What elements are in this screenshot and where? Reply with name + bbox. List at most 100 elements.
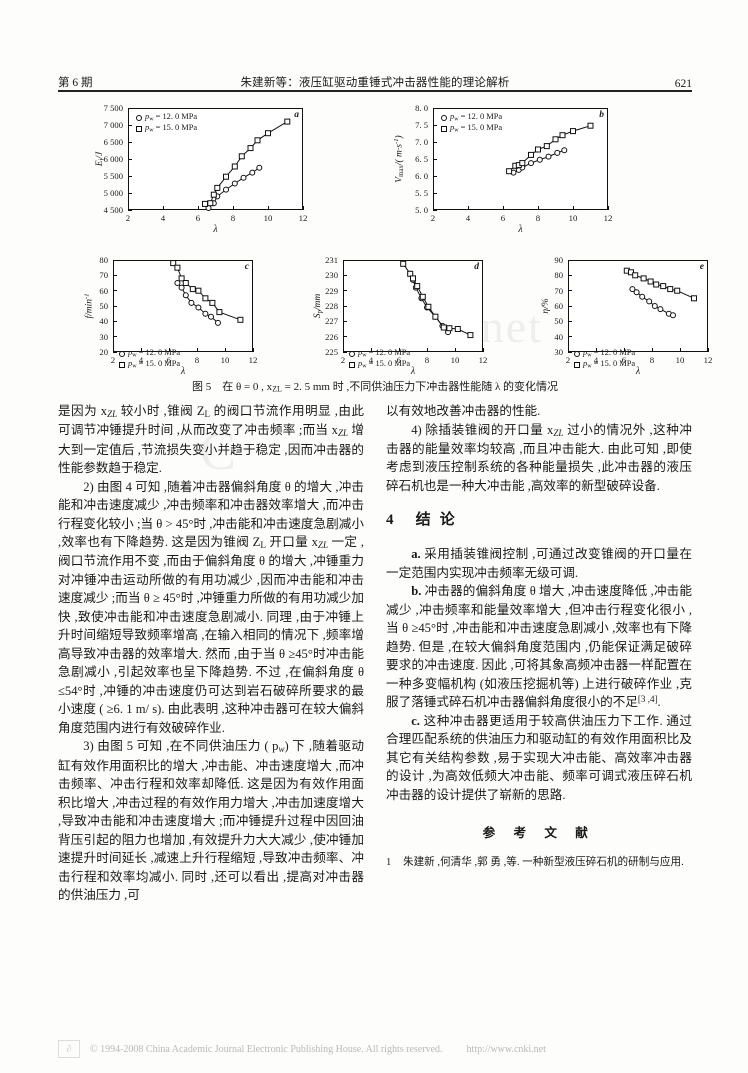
y-tick-mark <box>113 351 117 353</box>
x-tick-mark <box>567 348 569 352</box>
x-tick-mark <box>127 206 129 210</box>
data-point-square <box>506 168 513 175</box>
data-point-circle <box>633 289 640 296</box>
data-point-square <box>231 163 238 170</box>
panel-letter-b: b <box>599 110 604 120</box>
y-tick-label: 50 <box>99 301 108 311</box>
y-tick-mark <box>568 305 572 307</box>
data-point-circle <box>178 284 185 291</box>
figure-label: 图 5 <box>191 381 212 393</box>
square-marker-icon <box>349 361 355 368</box>
y-tick-label: 228 <box>325 301 338 311</box>
data-point-square <box>535 146 541 153</box>
y-tick-label: 5. 5 <box>415 188 428 198</box>
x-tick-label: 8 <box>194 355 200 365</box>
data-point-square <box>178 275 185 282</box>
section-number: 4 <box>386 512 397 529</box>
data-point-square <box>570 128 576 135</box>
series-layer-b <box>506 122 594 176</box>
x-tick-label: 8 <box>230 213 236 223</box>
paragraph-3: 3) 由图 5 可知 ,在不同供油压力 ( pw) 下 ,随着驱动缸有效作用面积… <box>58 739 364 903</box>
plot-area-c <box>113 260 253 352</box>
y-tick-mark <box>568 259 572 261</box>
chart-legend-c: pw = 12. 0 MPa pw = 15. 0 MPa <box>119 348 180 370</box>
y-tick-label: 80 <box>99 255 108 265</box>
data-point-square <box>174 264 181 271</box>
y-tick-label: 229 <box>325 285 338 296</box>
section-title: 结 论 <box>415 512 458 529</box>
y-tick-label: 30 <box>554 347 563 357</box>
panel-letter-a: a <box>294 110 299 120</box>
y-tick-label: 7 500 <box>103 103 123 113</box>
y-tick-label: 225 <box>325 347 338 357</box>
x-tick-label: 10 <box>675 355 685 365</box>
data-point-square <box>189 286 196 293</box>
data-point-circle <box>561 147 568 154</box>
y-tick-mark <box>128 158 132 160</box>
y-tick-label: 5 000 <box>103 188 123 198</box>
y-tick-mark <box>343 336 347 338</box>
chart-legend-b: pw = 12. 0 MPa pw = 15. 0 MPa <box>441 112 502 134</box>
data-point-square <box>552 136 559 143</box>
y-tick-label: 4 500 <box>103 205 123 215</box>
x-tick-mark <box>252 348 254 352</box>
x-tick-mark <box>342 348 344 352</box>
data-point-circle <box>215 319 221 326</box>
x-tick-label: 8 <box>649 355 655 365</box>
issue-label: 第 6 期 <box>58 77 93 89</box>
y-axis-label-c: f/min-1 <box>83 293 95 319</box>
y-tick-mark <box>568 351 572 353</box>
x-tick-label: 6 <box>621 355 627 365</box>
data-point-square <box>543 143 550 150</box>
x-tick-label: 10 <box>450 355 460 365</box>
y-tick-mark <box>128 209 132 211</box>
series-line <box>402 263 471 336</box>
legend-entry-15mpa: pw = 15. 0 MPa <box>136 123 197 134</box>
legend-label-15mpa: pw = 15. 0 MPa <box>145 122 198 134</box>
reference-number: 1 <box>386 856 392 868</box>
data-point-square <box>519 160 526 167</box>
data-point-square <box>660 283 667 290</box>
y-tick-mark <box>343 305 347 307</box>
x-tick-label: 4 <box>138 355 144 365</box>
x-tick-mark <box>426 348 428 352</box>
data-point-circle <box>651 303 658 309</box>
legend-entry-15mpa: pw = 15. 0 MPa <box>441 123 502 134</box>
x-tick-mark <box>502 206 504 210</box>
x-tick-label: 4 <box>465 213 471 223</box>
data-point-circle <box>528 160 534 167</box>
data-point-square <box>237 316 244 323</box>
item-label-c: c. <box>411 713 420 728</box>
x-tick-mark <box>432 206 434 210</box>
y-tick-mark <box>113 336 117 338</box>
x-tick-mark <box>537 206 539 210</box>
y-tick-label: 40 <box>554 331 563 342</box>
x-tick-label: 12 <box>298 213 308 223</box>
plot-area-b <box>433 108 608 210</box>
square-marker-icon <box>136 125 142 132</box>
data-point-circle <box>646 298 653 305</box>
data-point-square <box>202 295 209 302</box>
x-tick-mark <box>398 348 400 352</box>
data-point-circle <box>174 280 181 286</box>
x-tick-label: 6 <box>396 355 402 365</box>
article-title-head: 朱建新等：液压缸驱动重锤式冲击器性能的理论解析 <box>240 77 510 89</box>
section-heading-conclusion: 4 结 论 <box>386 509 692 531</box>
data-point-square <box>400 260 407 267</box>
y-axis-label-a: Ei/J <box>94 151 106 167</box>
footer-url[interactable]: http://www.cnki.net <box>466 1043 546 1055</box>
y-tick-mark <box>113 320 117 322</box>
y-tick-label: 6 000 <box>103 154 123 164</box>
square-marker-icon <box>441 125 447 132</box>
page-footer: ∂ © 1994-2008 China Academic Journal Ele… <box>58 1040 718 1058</box>
y-tick-mark <box>433 124 437 126</box>
y-axis-label-d: Sp/mm <box>312 293 324 319</box>
data-point-square <box>419 293 426 300</box>
data-point-square <box>653 281 660 288</box>
figure-caption: 图 5 在 θ = 0 , xZL = 2. 5 mm 时 ,不同供油压力下冲击… <box>58 378 692 394</box>
running-head: 第 6 期 朱建新等：液压缸驱动重锤式冲击器性能的理论解析 621 <box>58 68 692 90</box>
y-tick-mark <box>433 158 437 160</box>
reference-text: 朱建新 ,何清华 ,郭 勇 ,等. 一种新型液压碎石机的研制与应用. <box>403 856 684 868</box>
y-tick-mark <box>113 259 117 261</box>
